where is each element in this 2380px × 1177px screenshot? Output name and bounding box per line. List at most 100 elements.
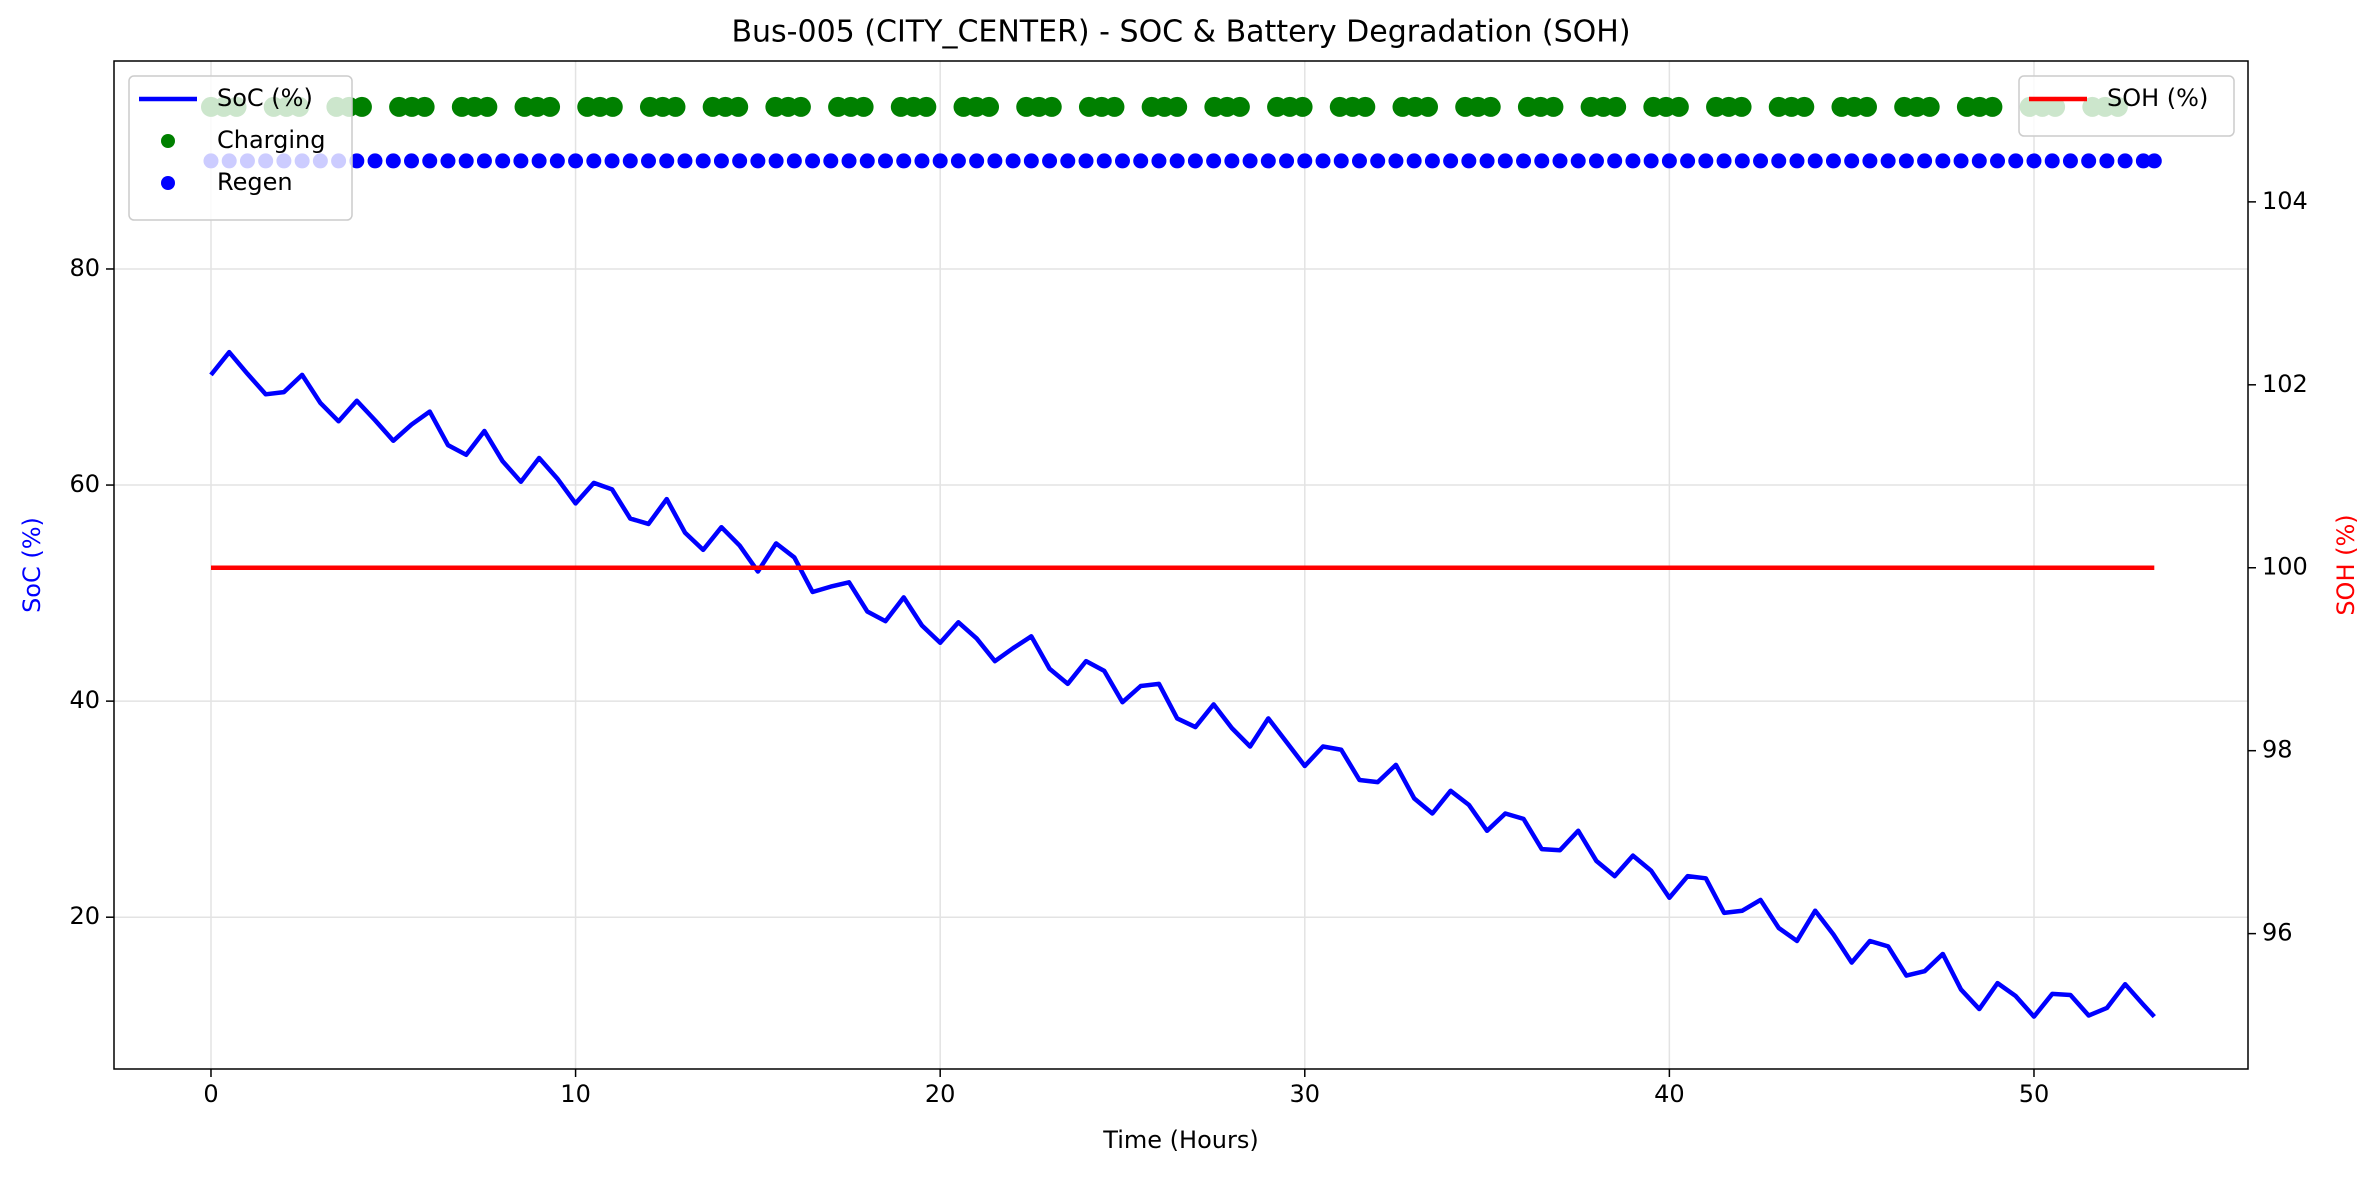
- scatter-point: [404, 153, 420, 169]
- scatter-point: [1229, 96, 1250, 117]
- scatter-point: [1982, 96, 2003, 117]
- scatter-point: [1856, 96, 1877, 117]
- scatter-point: [1680, 153, 1696, 169]
- scatter-point: [549, 153, 565, 169]
- scatter-point: [385, 153, 401, 169]
- y-tick-label: 20: [69, 902, 100, 930]
- y2-tick-label: 96: [2262, 919, 2293, 947]
- scatter-point: [1351, 153, 1367, 169]
- scatter-point: [2081, 153, 2097, 169]
- scatter-point: [1516, 153, 1532, 169]
- scatter-point: [1187, 153, 1203, 169]
- scatter-point: [1588, 153, 1604, 169]
- scatter-point: [1953, 153, 1969, 169]
- scatter-point: [1060, 153, 1076, 169]
- scatter-point: [604, 153, 620, 169]
- scatter-point: [1042, 153, 1058, 169]
- scatter-point: [1279, 153, 1295, 169]
- scatter-point: [695, 153, 711, 169]
- scatter-point: [2117, 153, 2133, 169]
- scatter-point: [1552, 153, 1568, 169]
- scatter-point: [1169, 153, 1185, 169]
- scatter-point: [1606, 96, 1627, 117]
- scatter-point: [1133, 153, 1149, 169]
- scatter-point: [859, 153, 875, 169]
- scatter-point: [1497, 153, 1513, 169]
- scatter-point: [841, 153, 857, 169]
- scatter-point: [2135, 153, 2151, 169]
- scatter-point: [987, 153, 1003, 169]
- scatter-point: [896, 153, 912, 169]
- scatter-point: [1297, 153, 1313, 169]
- scatter-point: [513, 153, 529, 169]
- legend-label: SOH (%): [2107, 84, 2208, 112]
- legend-label: Charging: [217, 126, 325, 154]
- scatter-point: [659, 153, 675, 169]
- y-tick-label: 80: [69, 254, 100, 282]
- scatter-point: [750, 153, 766, 169]
- legend-swatch: [161, 176, 175, 190]
- x-tick-label: 20: [925, 1080, 956, 1108]
- scatter-point: [916, 96, 937, 117]
- legend-label: Regen: [217, 168, 293, 196]
- scatter-point: [1355, 96, 1376, 117]
- scatter-point: [1919, 96, 1940, 117]
- scatter-point: [823, 153, 839, 169]
- scatter-point: [1898, 153, 1914, 169]
- scatter-point: [1716, 153, 1732, 169]
- scatter-point: [1643, 153, 1659, 169]
- y-axis-label: SoC (%): [18, 517, 46, 613]
- scatter-point: [728, 96, 749, 117]
- scatter-point: [1242, 153, 1258, 169]
- scatter-point: [1005, 153, 1021, 169]
- scatter-point: [665, 96, 686, 117]
- scatter-point: [495, 153, 511, 169]
- scatter-point: [602, 96, 623, 117]
- scatter-point: [1753, 153, 1769, 169]
- y2-tick-label: 98: [2262, 736, 2293, 764]
- scatter-point: [1789, 153, 1805, 169]
- scatter-point: [1480, 96, 1501, 117]
- scatter-point: [1041, 96, 1062, 117]
- scatter-point: [1794, 96, 1815, 117]
- scatter-point: [1668, 96, 1689, 117]
- scatter-point: [540, 96, 561, 117]
- scatter-point: [1771, 153, 1787, 169]
- scatter-point: [768, 153, 784, 169]
- scatter-point: [1534, 153, 1550, 169]
- y2-axis-label: SOH (%): [2332, 514, 2360, 615]
- scatter-point: [2062, 153, 2078, 169]
- scatter-point: [1167, 96, 1188, 117]
- scatter-point: [422, 153, 438, 169]
- scatter-point: [1661, 153, 1677, 169]
- scatter-point: [1880, 153, 1896, 169]
- scatter-point: [1731, 96, 1752, 117]
- scatter-point: [1370, 153, 1386, 169]
- scatter-point: [1418, 96, 1439, 117]
- scatter-point: [732, 153, 748, 169]
- legend: SoC (%) Charging Regen: [128, 75, 353, 221]
- scatter-point: [1260, 153, 1276, 169]
- scatter-point: [2146, 153, 2162, 169]
- y2-tick-label: 104: [2262, 187, 2308, 215]
- scatter-point: [1388, 153, 1404, 169]
- scatter-point: [367, 153, 383, 169]
- scatter-point: [1104, 96, 1125, 117]
- scatter-point: [440, 153, 456, 169]
- scatter-point: [979, 96, 1000, 117]
- scatter-point: [950, 153, 966, 169]
- legend: SOH (%): [2018, 75, 2235, 137]
- scatter-point: [790, 96, 811, 117]
- scatter-point: [1406, 153, 1422, 169]
- y-tick-label: 40: [69, 686, 100, 714]
- series-line: [209, 349, 2156, 1019]
- scatter-point: [1825, 153, 1841, 169]
- scatter-point: [1315, 153, 1331, 169]
- scatter-point: [853, 96, 874, 117]
- scatter-point: [969, 153, 985, 169]
- scatter-point: [568, 153, 584, 169]
- scatter-point: [2099, 153, 2115, 169]
